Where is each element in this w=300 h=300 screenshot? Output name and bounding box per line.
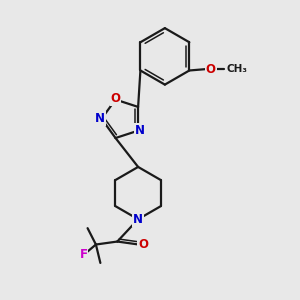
Text: O: O bbox=[206, 62, 216, 76]
Text: N: N bbox=[95, 112, 105, 125]
Text: CH₃: CH₃ bbox=[226, 64, 247, 74]
Text: O: O bbox=[110, 92, 121, 105]
Text: N: N bbox=[133, 213, 143, 226]
Text: O: O bbox=[138, 238, 148, 251]
Text: N: N bbox=[135, 124, 145, 137]
Text: F: F bbox=[80, 248, 87, 261]
